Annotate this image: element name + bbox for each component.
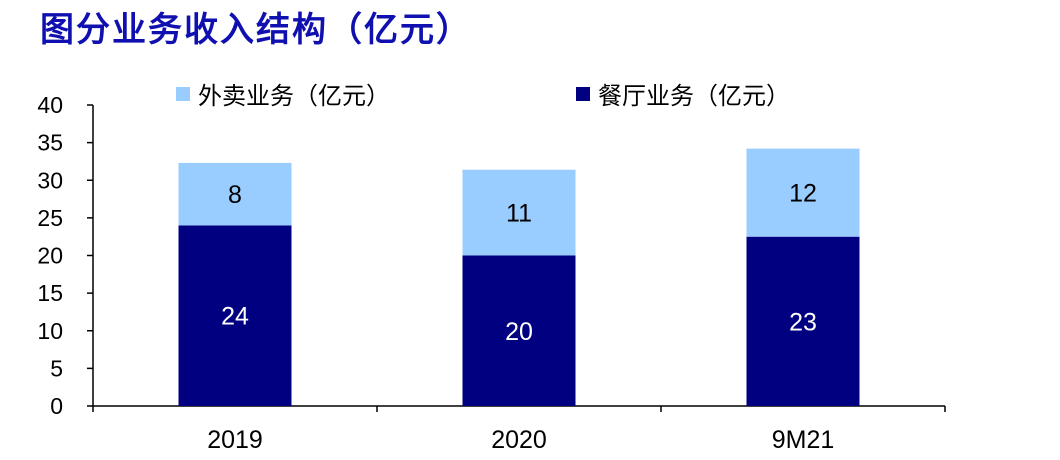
chart-title: 图分业务收入结构（亿元） bbox=[40, 10, 472, 50]
bar-takeout-9M21 bbox=[746, 148, 860, 237]
legend-item-restaurant: 餐厅业务（亿元） bbox=[576, 76, 790, 111]
y-tick-label: 10 bbox=[37, 318, 63, 344]
data-label-restaurant: 20 bbox=[505, 318, 533, 346]
data-label-takeout: 11 bbox=[506, 200, 532, 228]
data-label-restaurant: 23 bbox=[789, 308, 817, 336]
y-tick-label: 30 bbox=[37, 167, 63, 193]
y-tick-label: 35 bbox=[37, 130, 63, 156]
legend-swatch-restaurant bbox=[576, 86, 590, 101]
x-tick-label: 2019 bbox=[207, 426, 263, 454]
bar-takeout-2019 bbox=[178, 162, 292, 226]
y-tick-label: 15 bbox=[37, 280, 63, 306]
x-tick-label: 9M21 bbox=[772, 426, 835, 454]
data-label-takeout: 12 bbox=[789, 180, 817, 208]
legend-swatch-takeout bbox=[176, 86, 190, 101]
y-tick-label: 20 bbox=[37, 243, 63, 269]
data-label-restaurant: 24 bbox=[221, 303, 249, 331]
bar-restaurant-2020 bbox=[462, 255, 576, 406]
bar-restaurant-2019 bbox=[178, 225, 292, 406]
y-tick-label: 25 bbox=[37, 205, 63, 231]
y-tick-label: 0 bbox=[50, 393, 63, 419]
y-tick-label: 40 bbox=[37, 92, 63, 118]
legend-label-restaurant: 餐厅业务（亿元） bbox=[598, 82, 790, 110]
y-tick-label: 5 bbox=[50, 355, 63, 381]
bar-takeout-2020 bbox=[462, 169, 576, 256]
legend-label-takeout: 外卖业务（亿元） bbox=[198, 82, 390, 110]
legend-item-takeout: 外卖业务（亿元） bbox=[176, 76, 390, 111]
bar-restaurant-9M21 bbox=[746, 236, 860, 406]
x-tick-label: 2020 bbox=[491, 426, 547, 454]
data-label-takeout: 8 bbox=[228, 181, 242, 209]
